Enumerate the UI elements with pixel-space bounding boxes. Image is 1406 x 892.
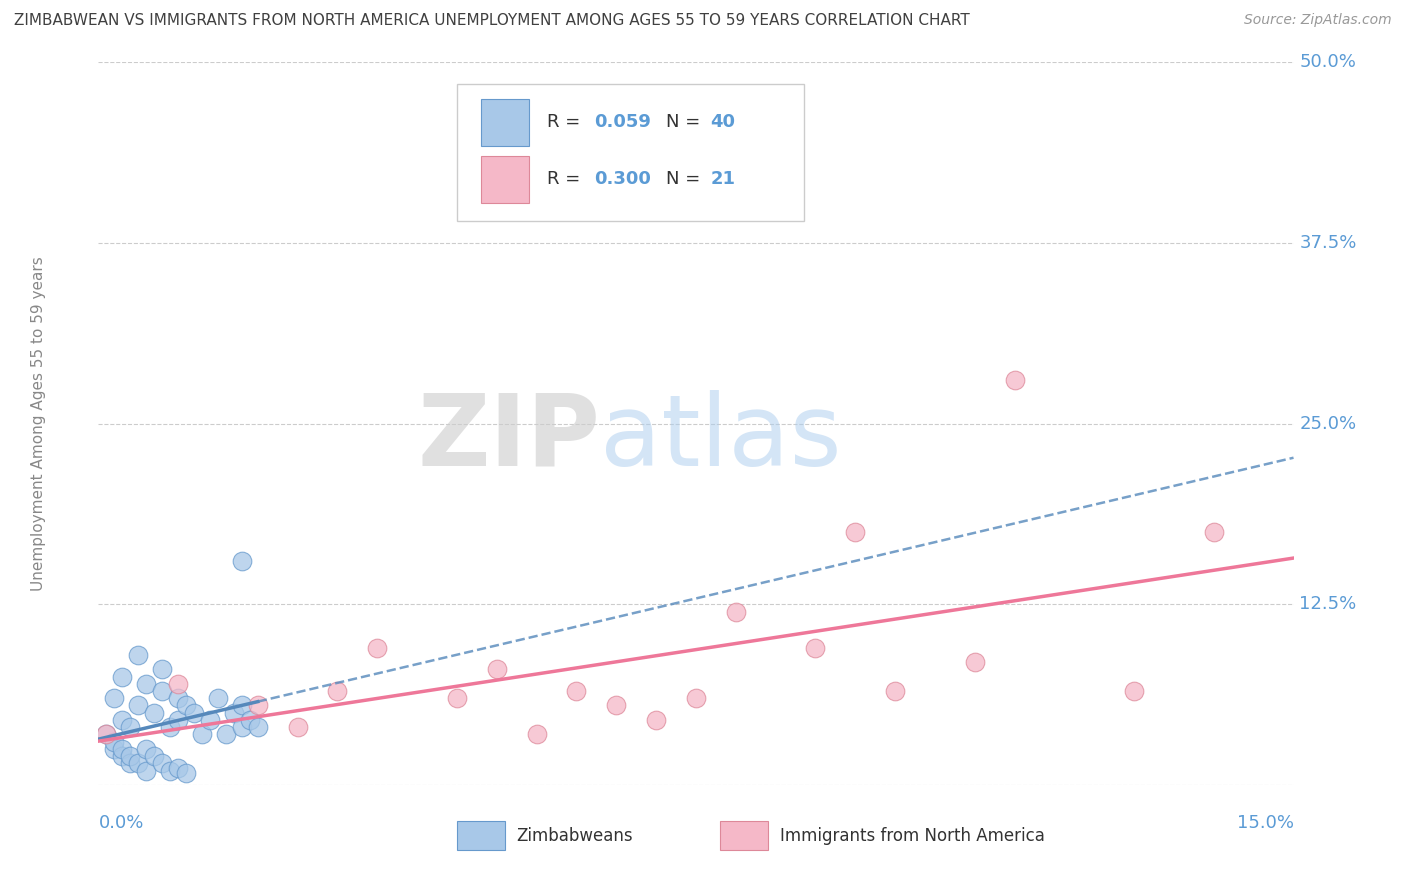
Point	[231, 554, 253, 568]
Text: 40: 40	[710, 112, 735, 131]
Text: 21: 21	[710, 170, 735, 188]
Point	[198, 713, 221, 727]
Point	[174, 698, 197, 713]
Point	[135, 677, 157, 691]
Point	[287, 720, 309, 734]
Point	[685, 691, 707, 706]
Point	[183, 706, 205, 720]
Text: 12.5%: 12.5%	[1299, 595, 1357, 614]
Text: R =: R =	[547, 170, 585, 188]
Point	[167, 677, 190, 691]
Point	[127, 756, 149, 771]
FancyBboxPatch shape	[481, 99, 529, 145]
Point	[127, 648, 149, 662]
Point	[143, 706, 166, 720]
Point	[804, 640, 827, 655]
Point	[111, 669, 134, 683]
Point	[174, 766, 197, 780]
Text: N =: N =	[666, 170, 706, 188]
Point	[246, 698, 269, 713]
Point	[1123, 684, 1146, 698]
Point	[120, 756, 142, 771]
Point	[326, 684, 349, 698]
Point	[135, 764, 157, 778]
Text: Zimbabweans: Zimbabweans	[517, 827, 633, 845]
Text: ZIP: ZIP	[418, 390, 600, 487]
Point	[246, 720, 269, 734]
Point	[167, 691, 190, 706]
Point	[135, 742, 157, 756]
Point	[207, 691, 229, 706]
Text: R =: R =	[547, 112, 585, 131]
FancyBboxPatch shape	[457, 84, 804, 221]
Point	[1202, 524, 1225, 539]
Point	[150, 662, 173, 676]
Text: N =: N =	[666, 112, 706, 131]
Point	[111, 749, 134, 764]
Point	[645, 713, 668, 727]
FancyBboxPatch shape	[720, 821, 768, 850]
Text: ZIMBABWEAN VS IMMIGRANTS FROM NORTH AMERICA UNEMPLOYMENT AMONG AGES 55 TO 59 YEA: ZIMBABWEAN VS IMMIGRANTS FROM NORTH AMER…	[14, 13, 970, 29]
Point	[143, 749, 166, 764]
Text: Immigrants from North America: Immigrants from North America	[780, 827, 1045, 845]
Point	[127, 698, 149, 713]
FancyBboxPatch shape	[481, 156, 529, 203]
Point	[103, 691, 125, 706]
Text: 0.0%: 0.0%	[98, 814, 143, 832]
Point	[159, 764, 181, 778]
Point	[191, 727, 214, 741]
Text: atlas: atlas	[600, 390, 842, 487]
Point	[963, 655, 986, 669]
Text: 50.0%: 50.0%	[1299, 54, 1357, 71]
Point	[485, 662, 508, 676]
Point	[111, 713, 134, 727]
Point	[231, 720, 253, 734]
Point	[120, 720, 142, 734]
Point	[605, 698, 627, 713]
Point	[724, 605, 747, 619]
Text: Source: ZipAtlas.com: Source: ZipAtlas.com	[1244, 13, 1392, 28]
Text: 0.300: 0.300	[595, 170, 651, 188]
Point	[167, 761, 190, 775]
Point	[239, 713, 262, 727]
Point	[231, 698, 253, 713]
Text: Unemployment Among Ages 55 to 59 years: Unemployment Among Ages 55 to 59 years	[31, 256, 46, 591]
Point	[884, 684, 907, 698]
FancyBboxPatch shape	[457, 821, 505, 850]
Text: 25.0%: 25.0%	[1299, 415, 1357, 433]
Point	[103, 742, 125, 756]
Point	[159, 720, 181, 734]
Point	[96, 727, 118, 741]
Point	[150, 756, 173, 771]
Point	[844, 524, 866, 539]
Point	[96, 727, 118, 741]
Point	[446, 691, 468, 706]
Point	[526, 727, 548, 741]
Point	[167, 713, 190, 727]
Point	[150, 684, 173, 698]
Point	[120, 749, 142, 764]
Point	[222, 706, 245, 720]
Text: 15.0%: 15.0%	[1236, 814, 1294, 832]
Text: 0.059: 0.059	[595, 112, 651, 131]
Point	[366, 640, 388, 655]
Point	[565, 684, 588, 698]
Point	[111, 742, 134, 756]
Point	[215, 727, 238, 741]
Point	[1004, 373, 1026, 387]
Text: 37.5%: 37.5%	[1299, 234, 1357, 252]
Point	[103, 734, 125, 748]
